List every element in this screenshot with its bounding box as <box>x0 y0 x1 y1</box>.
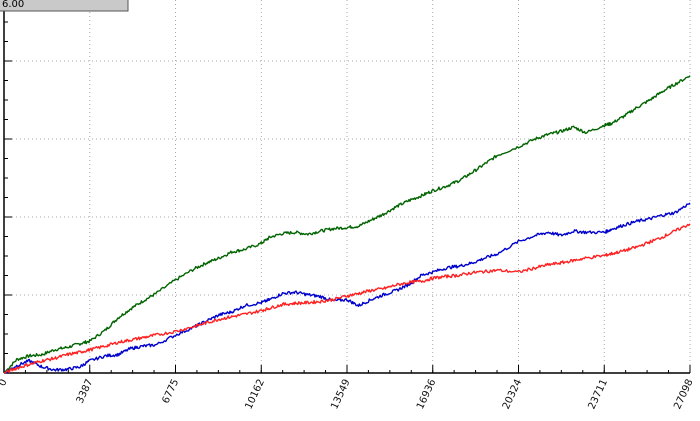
value-badge-box <box>0 0 129 12</box>
series-lines <box>3 75 691 374</box>
value-badge-text: 6.00 <box>2 0 24 10</box>
series-line-1 <box>3 75 691 374</box>
series-line-3 <box>3 223 691 374</box>
series-line-2 <box>3 202 691 374</box>
axes <box>3 0 691 374</box>
value-badge: 6.00 <box>0 0 129 12</box>
x-tick-label: 0 <box>0 378 10 388</box>
